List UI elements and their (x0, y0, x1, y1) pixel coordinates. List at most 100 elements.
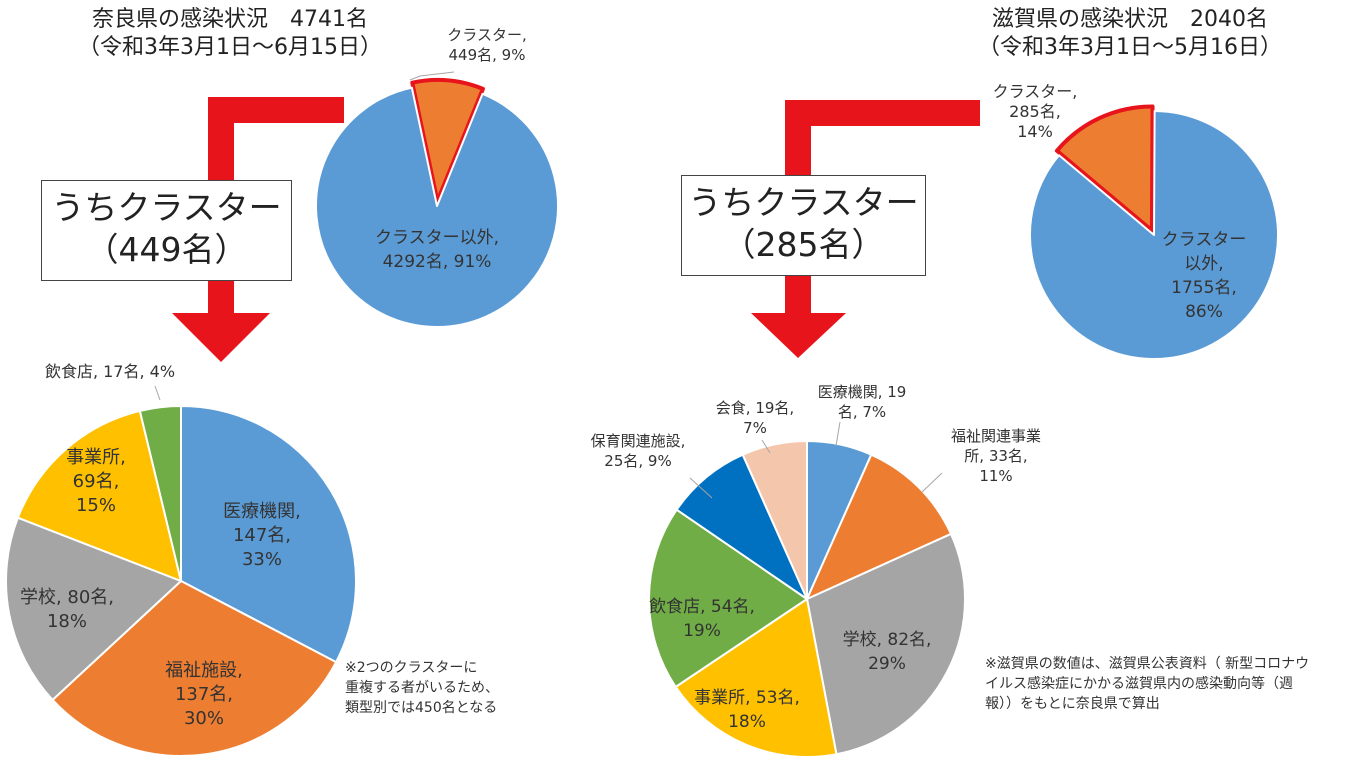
shiga-cluster-slice-7 (741, 440, 808, 600)
shiga-cluster-leader-6 (689, 477, 713, 499)
nara-cluster-label-5-line: 飲食店, 17名, 4% (45, 362, 175, 381)
shiga-cluster-label-5-line: 飲食店, 54名, (649, 597, 755, 617)
shiga-cluster-label-7: 会食, 19名, 7% (716, 399, 794, 437)
shiga-cluster-label-2-line: 所, 33名, (964, 447, 1027, 465)
nara-cluster-label-2: 福祉施設, 137名, 30% (165, 660, 243, 729)
nara-total-label-2-line: クラスター以外, (375, 228, 499, 248)
nara-total-label-1: クラスター, 449名, 9% (447, 26, 526, 64)
shiga-total-label-1: クラスター, 285名, 14% (993, 82, 1078, 141)
nara-cluster-label-2-line: 30% (184, 708, 224, 729)
shiga-note-line3: 報））をもとに奈良県で算出 (985, 696, 1160, 712)
shiga-note-line2: イルス感染症にかかる滋賀県内の感染動向等（週 (985, 676, 1293, 692)
shiga-cluster-label-2-line: 福祉関連事業 (951, 427, 1041, 445)
shiga-cluster-label-1-line: 名, 7% (838, 403, 886, 421)
nara-total-slice-1 (410, 78, 485, 204)
nara-cluster-leader-5 (154, 385, 161, 401)
nara-total-leader-1 (409, 71, 455, 81)
shiga-cluster-label-5: 飲食店, 54名, 19% (649, 597, 755, 641)
shiga-cluster-slice-5 (648, 508, 808, 688)
shiga-cluster-label-3-line: 学校, 82名, (843, 630, 932, 650)
nara-total-label-1-line: クラスター, (447, 26, 526, 44)
nara-total-slice-2 (315, 86, 559, 328)
shiga-cluster-leader-1 (835, 421, 841, 447)
shiga-cluster-callout: うちクラスター （285名） (681, 175, 926, 276)
nara-cluster-label-3-line: 学校, 80名, (20, 587, 114, 608)
shiga-callout-line2: （285名） (722, 225, 885, 264)
nara-cluster-label-4-line: 事業所, (66, 447, 126, 468)
shiga-cluster-label-7-line: 会食, 19名, (716, 399, 794, 417)
nara-callout-line1: うちクラスター (51, 188, 282, 227)
nara-cluster-callout: うちクラスター （449名） (41, 180, 292, 281)
shiga-cluster-label-3: 学校, 82名, 29% (843, 630, 932, 674)
shiga-cluster-label-6: 保育関連施設, 25名, 9% (591, 432, 686, 470)
nara-total-label-1-line: 449名, 9% (449, 46, 526, 64)
shiga-title-line2: （令和3年3月1日～5月16日） (978, 35, 1282, 60)
nara-note-line3: 類型別では450名となる (345, 700, 498, 716)
nara-cluster-label-4: 事業所, 69名, 15% (66, 447, 126, 516)
nara-cluster-label-1-line: 33% (242, 549, 282, 570)
nara-title-line1: 奈良県の感染状況 4741名 (92, 7, 368, 32)
nara-arrow-arm (208, 97, 344, 123)
shiga-cluster-label-6-line: 25名, 9% (604, 452, 671, 470)
nara-cluster-label-4-line: 15% (76, 495, 116, 516)
nara-note-line1: ※2つのクラスターに (345, 660, 478, 676)
nara-note: ※2つのクラスターに 重複する者がいるため、 類型別では450名となる (345, 658, 545, 718)
shiga-total-label-1-line: 14% (1017, 122, 1053, 141)
shiga-total-pie: クラスター, 285名, 14% クラスター以外, 1755名, 86% (993, 82, 1279, 360)
shiga-cluster-slice-4 (674, 598, 838, 758)
shiga-cluster-leader-7 (761, 439, 771, 454)
shiga-cluster-label-7-line: 7% (743, 419, 767, 437)
shiga-total-slice-1 (1054, 104, 1155, 233)
shiga-cluster-label-2-line: 11% (979, 467, 1012, 485)
nara-callout-line2: （449名） (85, 230, 248, 269)
pie-charts: クラスター, 449名, 9% クラスター以外, 4292名, 91% 医療機関, 147… (5, 26, 1279, 758)
nara-cluster-label-4-line: 69名, (73, 471, 120, 492)
shiga-total-slice-2 (1029, 110, 1279, 360)
shiga-cluster-label-4-line: 事業所, 53名, (694, 688, 800, 708)
shiga-cluster-label-4-line: 18% (728, 712, 766, 732)
shiga-cluster-pie: 医療機関, 19 名, 7% 福祉関連事業所, 33名, 11% 学校, 82名, 29%… (591, 383, 1041, 758)
shiga-cluster-label-1-line: 医療機関, 19 (818, 383, 907, 401)
shiga-note-line1: ※滋賀県の数値は、滋賀県公表資料（ 新型コロナウ (985, 656, 1310, 672)
shiga-cluster-label-6-line: 保育関連施設, (591, 432, 686, 450)
shiga-total-label-2-line: 1755名, (1171, 278, 1237, 298)
shiga-cluster-label-3-line: 29% (868, 654, 906, 674)
shiga-cluster-slice-2 (806, 453, 952, 600)
shiga-cluster-label-2: 福祉関連事業所, 33名, 11% (951, 427, 1041, 485)
shiga-callout-line1: うちクラスター (688, 183, 919, 222)
nara-cluster-slice-5 (138, 405, 182, 582)
shiga-arrow-head (751, 313, 846, 358)
nara-note-line2: 重複する者がいるため、 (345, 680, 499, 696)
nara-cluster-slice-4 (16, 409, 182, 582)
nara-cluster-pie: 医療機関, 147名, 33% 福祉施設, 137名, 30% 学校, 80名, 18% 事業所… (5, 362, 357, 757)
shiga-cluster-label-1: 医療機関, 19 名, 7% (818, 383, 907, 421)
nara-total-pie: クラスター, 449名, 9% クラスター以外, 4292名, 91% (315, 26, 559, 328)
nara-cluster-slice-2 (51, 580, 338, 757)
shiga-total-label-2-line: 以外, (1184, 254, 1223, 274)
shiga-total-label-1-line: クラスター, (993, 82, 1078, 101)
nara-cluster-label-2-line: 137名, (175, 684, 233, 705)
shiga-cluster-leader-2 (921, 472, 943, 493)
shiga-cluster-label-4: 事業所, 53名, 18% (694, 688, 800, 732)
nara-cluster-label-3: 学校, 80名, 18% (20, 587, 114, 632)
nara-title: 奈良県の感染状況 4741名 （令和3年3月1日～6月15日） (40, 6, 420, 62)
shiga-cluster-slice-3 (806, 532, 966, 756)
nara-arrow-head (172, 313, 270, 362)
shiga-title-line1: 滋賀県の感染状況 2040名 (992, 7, 1268, 32)
shiga-total-label-2-line: クラスター (1162, 230, 1247, 250)
nara-cluster-slice-1 (180, 405, 357, 664)
shiga-total-label-2-line: 86% (1185, 302, 1223, 322)
nara-title-line2: （令和3年3月1日～6月15日） (78, 35, 382, 60)
shiga-note: ※滋賀県の数値は、滋賀県公表資料（ 新型コロナウ イルス感染症にかかる滋賀県内の… (985, 654, 1335, 714)
nara-total-label-2-line: 4292名, 91% (383, 252, 492, 272)
nara-cluster-label-1: 医療機関, 147名, 33% (223, 501, 301, 570)
shiga-cluster-label-5-line: 19% (683, 621, 721, 641)
nara-cluster-slice-3 (5, 516, 182, 701)
nara-total-label-2: クラスター以外, 4292名, 91% (375, 228, 499, 272)
nara-cluster-label-3-line: 18% (47, 611, 87, 632)
shiga-arrow-arm (785, 100, 980, 126)
shiga-total-label-2: クラスター以外, 1755名, 86% (1162, 230, 1247, 322)
shiga-cluster-slice-6 (675, 453, 808, 600)
shiga-total-label-1-line: 285名, (1009, 102, 1061, 121)
shiga-title: 滋賀県の感染状況 2040名 （令和3年3月1日～5月16日） (940, 6, 1320, 62)
